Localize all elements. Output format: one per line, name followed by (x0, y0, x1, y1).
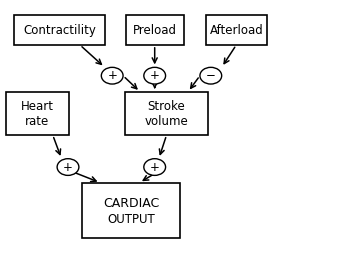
Circle shape (200, 67, 222, 84)
Text: +: + (107, 69, 117, 82)
Circle shape (57, 159, 79, 175)
Text: Stroke
volume: Stroke volume (145, 99, 188, 128)
FancyBboxPatch shape (14, 15, 105, 45)
Text: +: + (150, 161, 160, 174)
FancyBboxPatch shape (206, 15, 267, 45)
Text: Preload: Preload (133, 23, 177, 37)
Text: Heart
rate: Heart rate (21, 99, 54, 128)
FancyBboxPatch shape (6, 92, 69, 135)
FancyBboxPatch shape (82, 183, 180, 238)
Circle shape (144, 159, 166, 175)
Circle shape (144, 67, 166, 84)
FancyBboxPatch shape (126, 15, 184, 45)
Text: +: + (63, 161, 73, 174)
Circle shape (101, 67, 123, 84)
Text: Afterload: Afterload (209, 23, 263, 37)
Text: +: + (150, 69, 160, 82)
FancyBboxPatch shape (125, 92, 208, 135)
Text: OUTPUT: OUTPUT (107, 213, 155, 226)
Text: Contractility: Contractility (23, 23, 96, 37)
Text: CARDIAC: CARDIAC (103, 197, 159, 210)
Text: −: − (206, 69, 216, 82)
